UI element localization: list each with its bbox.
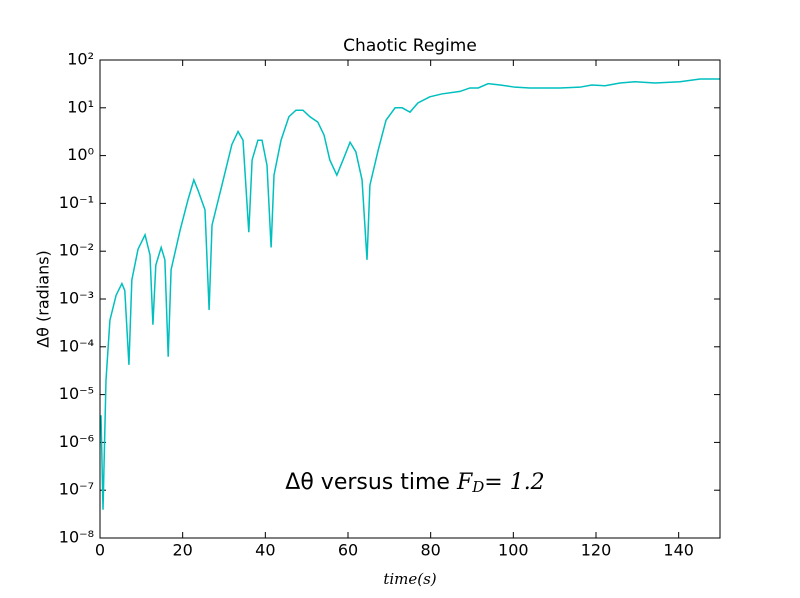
y-tick-label: 10² <box>67 50 94 69</box>
data-line <box>100 78 720 510</box>
x-tick-label: 120 <box>581 541 612 560</box>
x-tick-label: 140 <box>663 541 694 560</box>
x-tick-label: 40 <box>255 541 275 560</box>
x-tick-label: 0 <box>95 541 105 560</box>
y-tick-label: 10⁻² <box>59 241 94 260</box>
y-tick-label: 10⁻⁴ <box>59 336 94 355</box>
annotation-symbol: F <box>456 470 473 495</box>
annotation-main: Δθ versus time <box>285 470 450 495</box>
y-tick-label: 10⁻⁸ <box>59 528 94 547</box>
y-tick-label: 10⁰ <box>67 145 94 164</box>
x-tick-label: 80 <box>420 541 440 560</box>
x-tick-label: 20 <box>172 541 192 560</box>
annotation: Δθ versus time FD= 1.2 <box>285 470 544 496</box>
plot-frame <box>99 59 721 539</box>
x-tick-label: 60 <box>338 541 358 560</box>
annotation-tail: = 1.2 <box>484 470 544 495</box>
chart-title: Chaotic Regime <box>343 36 477 56</box>
x-axis-label: time(s) <box>383 570 436 588</box>
y-axis-label: Δθ (radians) <box>34 250 53 348</box>
y-tick-label: 10⁻⁵ <box>59 384 94 403</box>
x-tick-label: 100 <box>498 541 529 560</box>
y-tick-label: 10⁻⁷ <box>59 480 94 499</box>
y-tick-label: 10⁻¹ <box>59 193 94 212</box>
y-tick-label: 10⁻³ <box>59 289 94 308</box>
annotation-subscript: D <box>471 478 484 496</box>
y-tick-label: 10¹ <box>67 97 94 116</box>
y-tick-label: 10⁻⁶ <box>59 432 94 451</box>
